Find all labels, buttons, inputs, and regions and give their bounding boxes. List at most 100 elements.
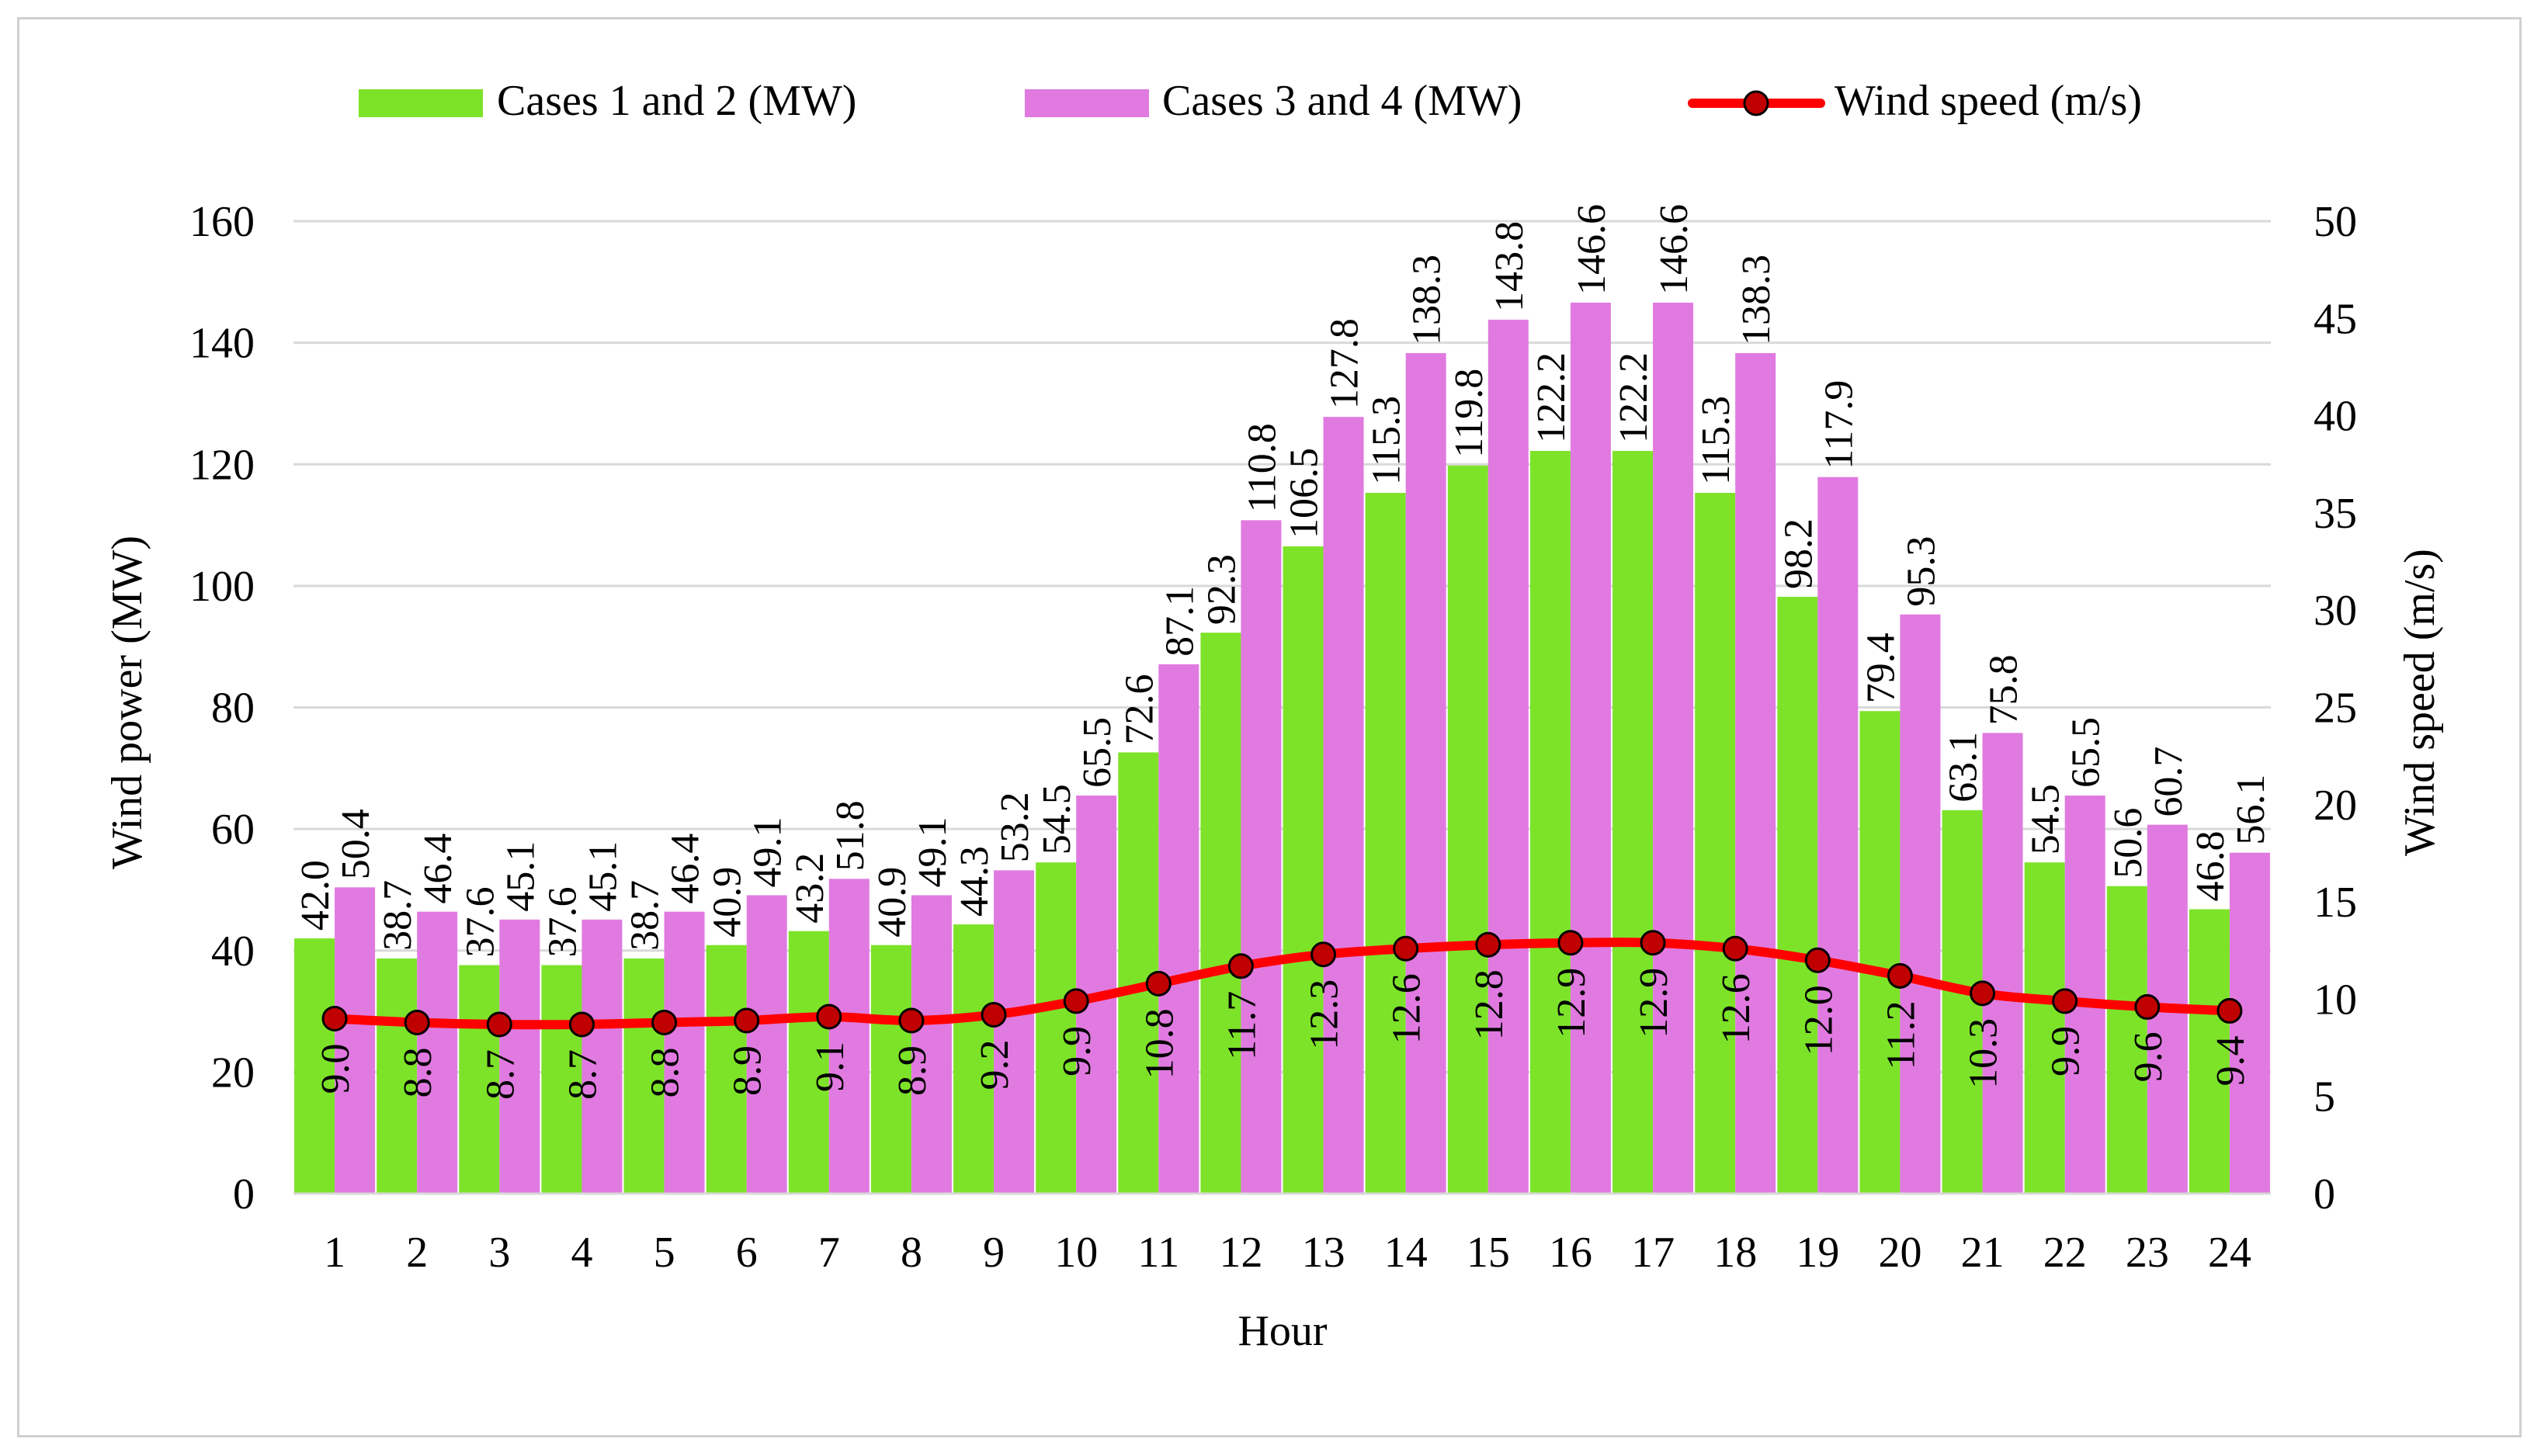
data-label-wind-speed: 9.9	[2044, 1026, 2088, 1076]
bar-cases-1-2	[870, 945, 911, 1194]
bar-cases-3-4	[1323, 417, 1364, 1194]
legend-swatch-cases-1-2	[359, 89, 483, 117]
data-label-cases-1-2: 98.2	[1776, 518, 1821, 589]
bar-cases-3-4	[746, 895, 787, 1194]
legend-label-cases-1-2: Cases 1 and 2 (MW)	[497, 77, 856, 125]
data-label-wind-speed: 12.8	[1467, 969, 1512, 1040]
wind-speed-point	[1227, 953, 1254, 979]
data-label-wind-speed: 9.6	[2126, 1031, 2171, 1082]
data-label-cases-3-4: 95.3	[1899, 536, 1943, 607]
wind-speed-point	[2134, 993, 2161, 1020]
y-tick-label: 40	[211, 927, 255, 976]
wind-speed-point	[1475, 931, 1501, 958]
data-label-cases-3-4: 50.4	[334, 809, 378, 879]
data-label-wind-speed: 9.0	[314, 1043, 358, 1094]
data-label-cases-1-2: 40.9	[706, 867, 750, 938]
bar-cases-3-4	[664, 911, 705, 1194]
data-label-cases-3-4: 65.5	[2064, 717, 2109, 788]
data-label-cases-1-2: 63.1	[1942, 732, 1986, 803]
bar-cases-3-4	[828, 879, 870, 1194]
wind-speed-point	[486, 1011, 512, 1038]
data-label-cases-3-4: 127.8	[1323, 318, 1367, 409]
x-tick-label: 13	[1302, 1229, 1345, 1277]
y-tick-label: 60	[211, 806, 255, 854]
x-tick-label: 18	[1713, 1229, 1757, 1277]
data-label-cases-1-2: 54.5	[1035, 784, 1079, 855]
data-label-cases-1-2: 115.3	[1694, 396, 1738, 485]
data-labels: 42.050.49.038.746.48.837.645.18.737.645.…	[293, 204, 2273, 1100]
wind-speed-point	[404, 1009, 430, 1035]
data-label-wind-speed: 12.9	[1632, 968, 1676, 1038]
bar-cases-3-4	[417, 911, 458, 1194]
bar-cases-3-4	[1982, 733, 2023, 1194]
bar-cases-1-2	[1283, 546, 1324, 1194]
data-label-wind-speed: 9.1	[808, 1042, 852, 1092]
data-label-wind-speed: 8.8	[396, 1047, 440, 1097]
data-label-cases-1-2: 122.2	[1529, 352, 1574, 443]
wind-speed-point	[1887, 962, 1913, 989]
data-label-wind-speed: 12.6	[1714, 973, 1758, 1044]
bar-cases-1-2	[459, 965, 500, 1194]
x-tick-label: 12	[1219, 1229, 1262, 1277]
bar-cases-3-4	[911, 895, 952, 1194]
wind-speed-point	[568, 1011, 595, 1038]
data-label-wind-speed: 9.4	[2209, 1035, 2253, 1086]
data-label-cases-3-4: 75.8	[1982, 654, 2026, 725]
bar-cases-1-2	[1777, 596, 1818, 1194]
data-label-cases-1-2: 122.2	[1612, 352, 1656, 443]
wind-speed-point	[1393, 935, 1419, 962]
y-tick-label: 140	[189, 320, 255, 368]
y2-tick-label: 40	[2314, 393, 2357, 441]
wind-speed-point	[1557, 930, 1584, 956]
bar-cases-1-2	[1200, 633, 1241, 1194]
y2-tick-label: 30	[2314, 587, 2357, 635]
data-label-wind-speed: 8.7	[478, 1049, 522, 1100]
data-label-wind-speed: 8.9	[726, 1045, 770, 1096]
data-label-cases-3-4: 53.2	[993, 792, 1037, 862]
data-label-cases-1-2: 46.8	[2189, 830, 2233, 901]
data-label-cases-3-4: 51.8	[828, 800, 873, 871]
wind-speed-point	[1063, 988, 1089, 1014]
wind-speed-point	[981, 1001, 1007, 1028]
y2-tick-label: 0	[2314, 1170, 2335, 1219]
data-label-cases-1-2: 50.6	[2106, 808, 2150, 879]
legend-label-wind-speed: Wind speed (m/s)	[1835, 77, 2142, 125]
bar-cases-3-4	[335, 887, 376, 1194]
data-label-cases-3-4: 46.4	[664, 834, 708, 904]
gridlines	[293, 220, 2271, 1073]
bar-cases-1-2	[1529, 451, 1571, 1194]
x-tick-label: 11	[1137, 1229, 1179, 1277]
bar-cases-3-4	[581, 919, 623, 1194]
data-label-cases-1-2: 106.5	[1283, 448, 1327, 539]
wind-speed-point	[1640, 930, 1666, 956]
bar-cases-1-2	[377, 958, 418, 1194]
x-tick-label: 2	[406, 1229, 428, 1277]
bar-cases-1-2	[1695, 493, 1736, 1194]
wind-speed-point	[651, 1009, 678, 1035]
x-tick-label: 5	[654, 1229, 675, 1277]
data-label-cases-1-2: 43.2	[788, 853, 832, 924]
bar-cases-1-2	[1859, 711, 1901, 1194]
bar-cases-1-2	[953, 924, 995, 1194]
legend-label-cases-3-4: Cases 3 and 4 (MW)	[1162, 77, 1522, 125]
bar-cases-1-2	[788, 931, 829, 1194]
wind-speed-line	[321, 930, 2243, 1038]
data-label-cases-1-2: 54.5	[2024, 784, 2068, 855]
wind-speed-point	[1145, 970, 1172, 997]
data-label-cases-1-2: 38.7	[376, 880, 420, 951]
data-label-cases-3-4: 45.1	[581, 841, 625, 912]
y-tick-label: 80	[211, 685, 255, 733]
bar-cases-3-4	[1653, 302, 1694, 1194]
data-label-cases-3-4: 46.4	[416, 834, 460, 904]
data-label-cases-3-4: 143.8	[1487, 221, 1532, 312]
bar-cases-3-4	[2229, 852, 2270, 1194]
bar-cases-3-4	[499, 919, 540, 1194]
bar-cases-3-4	[994, 870, 1035, 1194]
y2-axis-title: Wind speed (m/s)	[2396, 549, 2444, 856]
bar-cases-3-4	[1900, 614, 1941, 1194]
wind-speed-point	[1804, 947, 1831, 973]
x-tick-label: 22	[2043, 1229, 2087, 1277]
data-label-cases-3-4: 117.9	[1817, 380, 1861, 470]
data-label-cases-1-2: 119.8	[1447, 369, 1491, 458]
data-label-cases-1-2: 72.6	[1117, 674, 1161, 744]
